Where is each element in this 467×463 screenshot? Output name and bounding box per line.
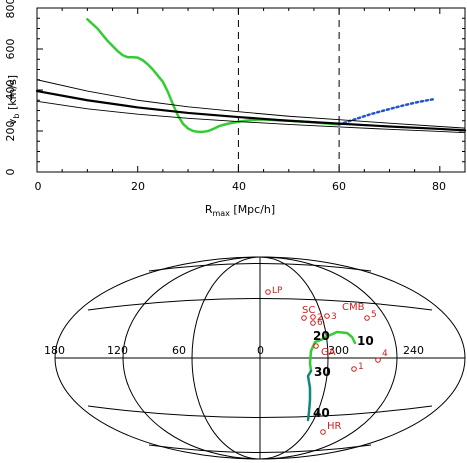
path-label-20: 20	[313, 329, 330, 343]
longitude-label: 0	[257, 344, 264, 357]
path-label-30: 30	[314, 365, 331, 379]
map-grid	[54, 256, 466, 460]
markers: LP SC CMB 5 2 3 6 GA 1 4 HR	[265, 286, 388, 435]
path-label-40: 40	[313, 406, 330, 420]
longitude-labels: 180 120 60 0 300 240	[44, 344, 424, 357]
latitude-line	[148, 444, 372, 453]
path-label-10: 10	[357, 334, 374, 348]
marker-6-circle	[310, 320, 316, 326]
longitude-label: 60	[172, 344, 186, 357]
marker-4-circle	[375, 357, 381, 363]
marker-3-circle	[324, 313, 330, 319]
marker-3: 3	[331, 312, 337, 322]
marker-sc-circle	[301, 315, 307, 321]
longitude-label: 180	[44, 344, 65, 357]
y-tick-label: 400	[4, 80, 17, 101]
direction-paths	[306, 330, 357, 422]
marker-lp-circle	[265, 289, 271, 295]
direction-path-green	[308, 330, 357, 373]
x-tick-label: 80	[432, 180, 446, 193]
series-line-4	[36, 100, 466, 134]
y-tick-label: 800	[4, 0, 17, 19]
x-tick-label: 20	[131, 180, 145, 193]
marker-1: 1	[358, 362, 364, 372]
marker-hr: HR	[327, 421, 342, 432]
y-axis-title: vb [km/s]	[6, 75, 21, 125]
dashed-reference-lines	[237, 8, 340, 172]
latitude-line	[148, 263, 372, 272]
x-tick-label: 0	[35, 180, 42, 193]
path-labels: 10 20 30 40	[313, 329, 374, 420]
longitude-label: 300	[328, 344, 349, 357]
marker-2: 2	[317, 313, 323, 323]
x-axis-title: Rmax [Mpc/h]	[205, 203, 275, 218]
y-tick-label: 200	[4, 121, 17, 142]
series-line-2	[35, 89, 467, 132]
marker-6: 6	[317, 318, 323, 328]
latitude-line	[87, 298, 433, 311]
direction-path-teal	[306, 369, 313, 422]
latitude-line	[87, 405, 433, 418]
marker-5: 5	[371, 310, 377, 320]
sky-map: 180 120 60 0 300 240 10 20 30 40 LP	[44, 256, 466, 460]
marker-4: 4	[382, 349, 388, 359]
y-tick-labels: 0 200 400 600 800	[4, 0, 17, 176]
series-group	[35, 18, 467, 134]
marker-lp: LP	[272, 286, 283, 296]
marker-ga: GA	[321, 347, 336, 358]
axis-ticks	[36, 7, 466, 173]
marker-2-circle	[310, 314, 316, 320]
y-tick-label: 600	[4, 39, 17, 60]
line-chart: 0 20 40 60 80 0 200 400 600 800 Rmax [Mp…	[4, 0, 467, 218]
marker-5-circle	[364, 315, 370, 321]
x-tick-label: 40	[232, 180, 246, 193]
y-tick-label: 0	[4, 169, 17, 176]
series-line-1	[337, 97, 437, 126]
marker-1-circle	[351, 366, 357, 372]
marker-sc: SC	[302, 305, 315, 316]
x-tick-label: 60	[332, 180, 346, 193]
marker-hr-circle	[320, 429, 326, 435]
x-tick-labels: 0 20 40 60 80	[35, 180, 447, 193]
series-line-3	[36, 79, 466, 129]
longitude-label: 120	[107, 344, 128, 357]
longitude-label: 240	[403, 344, 424, 357]
marker-cmb: CMB	[342, 302, 365, 313]
marker-ga-circle	[313, 343, 319, 349]
